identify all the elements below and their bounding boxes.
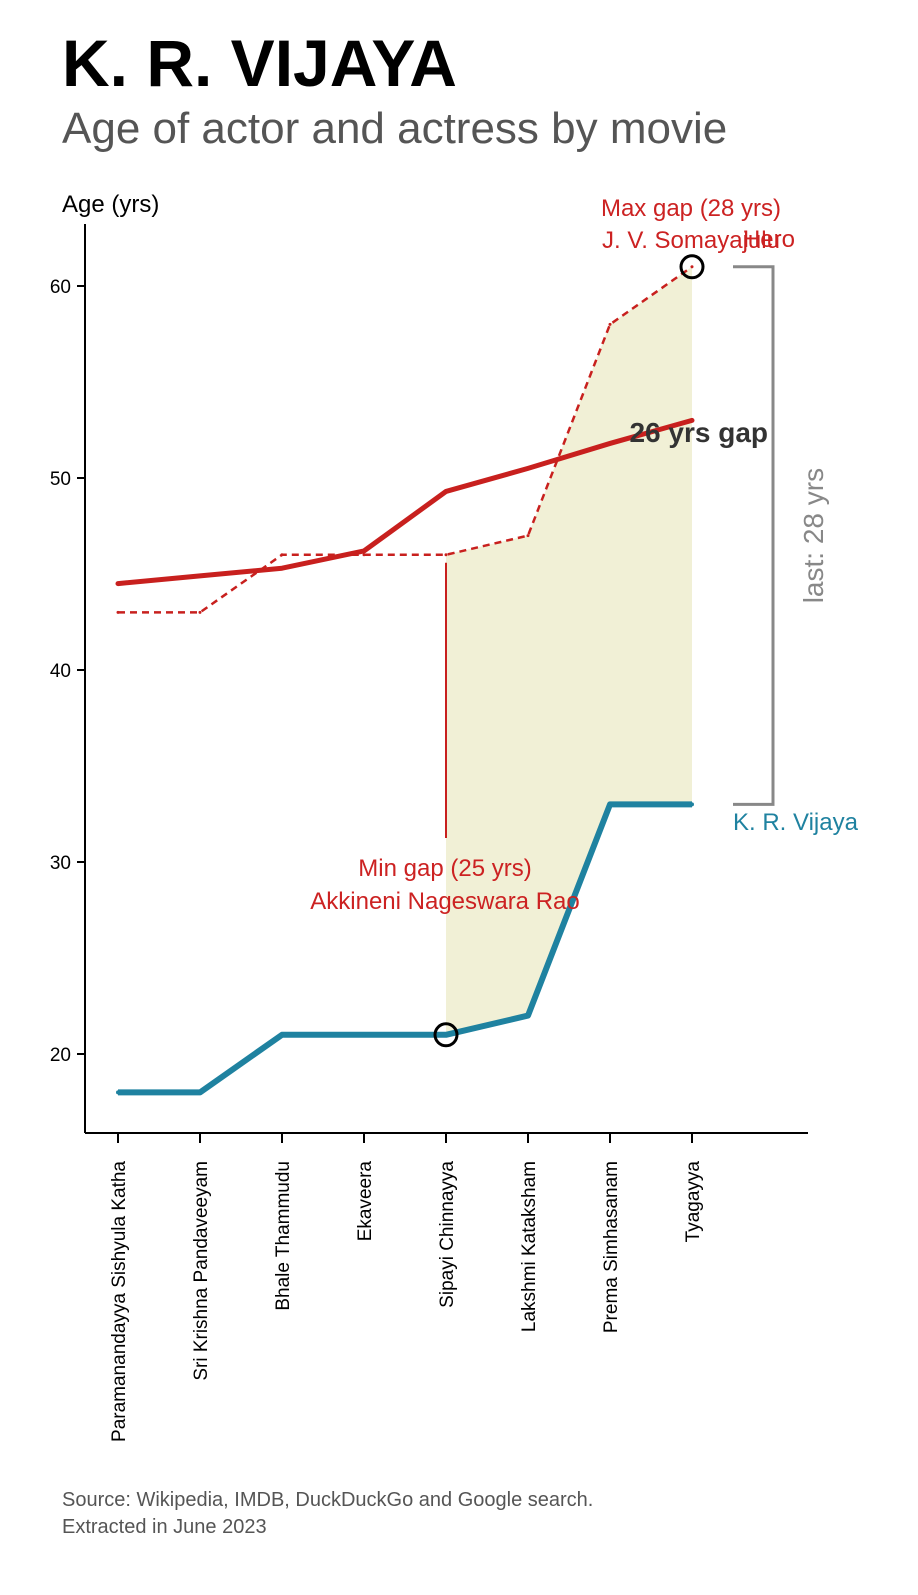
- max-gap-marker: [679, 254, 705, 280]
- x-tick-label: Paramanandayya Sishyula Katha: [109, 1161, 130, 1442]
- x-tick-label: Ekaveera: [355, 1161, 376, 1242]
- last-gap-bracket: [733, 265, 775, 806]
- min-gap-annotation-line-2: Akkineni Nageswara Rao: [310, 888, 579, 915]
- last-gap-label: last: 28 yrs: [798, 468, 829, 603]
- data-point-actress: [198, 1090, 202, 1095]
- x-tick-label: Bhale Thammudu: [273, 1161, 294, 1311]
- data-point-hero: [198, 610, 202, 614]
- trend-gap-label: 26 yrs gap: [629, 417, 768, 448]
- source-note-line-1: Source: Wikipedia, IMDB, DuckDuckGo and …: [62, 1489, 593, 1511]
- max-gap-annotation-line-1: Max gap (28 yrs): [601, 195, 781, 222]
- y-tick-label: 40: [50, 661, 71, 682]
- series-line-actress: [118, 801, 692, 1096]
- data-point-hero: [444, 553, 448, 557]
- data-point-actress: [690, 802, 694, 807]
- x-tick-label: Sipayi Chinnayya: [437, 1161, 458, 1308]
- gap-band: [446, 266, 692, 1035]
- data-point-actress: [116, 1090, 120, 1095]
- series-label-hero: Hero: [743, 226, 795, 253]
- data-point-hero: [526, 534, 530, 538]
- max-gap-annotation-line-2: J. V. Somayajulu: [602, 227, 780, 254]
- y-tick-label: 50: [50, 469, 71, 490]
- y-axis-label: Age (yrs): [62, 191, 159, 218]
- series-line-hero: [118, 265, 693, 614]
- data-point-hero: [690, 265, 694, 269]
- plot-area: 20 30 40 50 60 Paramanandayya Sishyula Katha S…: [50, 195, 859, 1442]
- data-point-actress: [362, 1032, 366, 1037]
- series-label-actress: K. R. Vijaya: [733, 809, 859, 836]
- chart-subtitle: Age of actor and actress by movie: [62, 104, 727, 153]
- data-point-hero: [116, 610, 120, 614]
- data-point-actress: [444, 1032, 448, 1037]
- y-tick-label: 30: [50, 853, 71, 874]
- y-tick-label: 60: [50, 277, 71, 298]
- min-gap-marker: [433, 1022, 459, 1048]
- x-tick-label: Lakshmi Kataksham: [519, 1161, 540, 1332]
- source-note-line-2: Extracted in June 2023: [62, 1516, 267, 1538]
- data-point-actress: [280, 1032, 284, 1037]
- data-point-hero: [362, 553, 366, 557]
- x-tick-label: Sri Krishna Pandaveeyam: [191, 1161, 212, 1381]
- x-tick-label: Prema Simhasanam: [601, 1161, 622, 1333]
- x-tick-label: Tyagayya: [683, 1161, 704, 1243]
- data-point-hero: [280, 553, 284, 557]
- min-gap-annotation-line-1: Min gap (25 yrs): [358, 855, 531, 882]
- data-point-hero: [608, 322, 612, 326]
- y-tick-label: 20: [50, 1045, 71, 1066]
- chart-title: K. R. VIJAYA: [62, 26, 457, 100]
- data-point-actress: [608, 802, 612, 807]
- trend-line-hero: [115, 417, 695, 587]
- data-point-actress: [526, 1013, 530, 1018]
